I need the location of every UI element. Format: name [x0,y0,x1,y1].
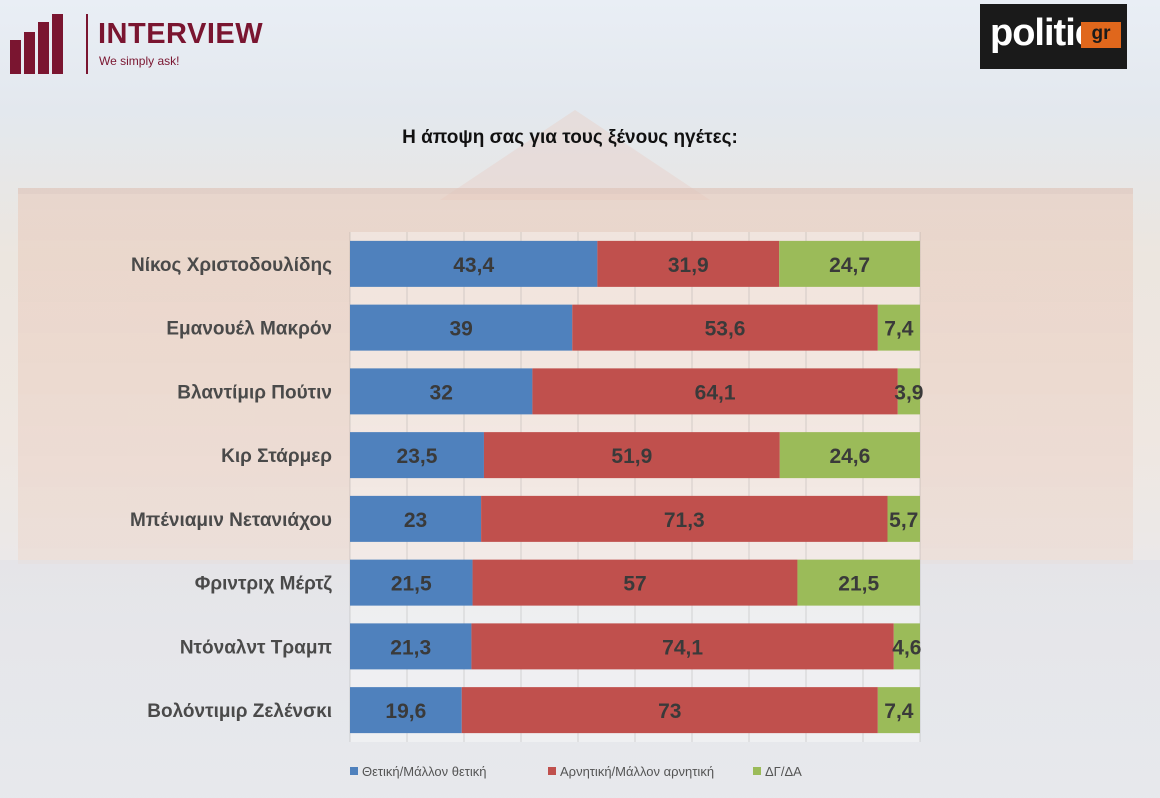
category-label: Εμανουέλ Μακρόν [166,319,332,340]
data-label: 23 [404,509,427,532]
bar-segment [597,240,780,287]
bar-segment [483,432,780,479]
bar-segment [532,368,898,415]
legend-entry: Αρνητική/Μάλλον αρνητική [560,764,714,779]
bar-segment [350,368,533,415]
bar-segment [350,623,472,670]
category-label: Φριντριχ Μέρτζ [195,574,333,595]
data-label: 39 [449,318,472,341]
politic-logo-suffix: gr [1081,22,1121,48]
category-label: Νίκος Χριστοδουλίδης [131,255,332,276]
bar-segment [481,495,888,542]
brand-name: INTERVIEW [98,18,264,50]
category-label: Βολόντιμιρ Ζελένσκι [147,701,332,722]
data-label: 21,5 [838,573,879,596]
legend-entry: Θετική/Μάλλον θετική [362,764,487,779]
bar-segment [779,240,920,287]
bar-segment [877,687,920,734]
bar-segment [350,304,573,351]
data-label: 23,5 [397,445,438,468]
category-label: Βλαντίμιρ Πούτιν [177,382,332,403]
bar-segment [797,559,920,606]
data-label: 5,7 [889,509,918,532]
data-label: 31,9 [668,254,709,277]
data-label: 7,4 [884,700,914,723]
legend-entry: ΔΓ/ΔΑ [765,764,802,779]
bar-segment [350,687,462,734]
bar-segment [472,559,798,606]
data-label: 73 [658,700,681,723]
bar-segment [461,687,878,734]
bar-segment [893,623,920,670]
data-label: 51,9 [611,445,652,468]
legend-swatch [350,767,358,775]
data-label: 64,1 [695,381,736,404]
bar-segment [779,432,920,479]
data-label: 4,6 [892,636,921,659]
logo-divider [86,14,88,74]
bar-segment [350,432,484,479]
category-label: Μπένιαμιν Νετανιάχου [130,510,332,531]
data-label: 19,6 [385,700,426,723]
data-label: 57 [623,573,646,596]
data-label: 32 [430,381,453,404]
brand-tagline: We simply ask! [99,54,180,68]
bar-segment [471,623,894,670]
chart-title: Η άποψη σας για τους ξένους ηγέτες: [402,127,738,148]
interview-logo: INTERVIEW We simply ask! [10,12,280,76]
data-label: 74,1 [662,636,703,659]
bar-segment [350,240,598,287]
bar-segment [877,304,920,351]
bar-segment [350,495,482,542]
bar-segment [887,495,920,542]
category-label: Ντόναλντ Τραμπ [180,637,333,658]
legend-swatch [548,767,556,775]
bar-segment [897,368,920,415]
bar-segment [350,559,473,606]
bar-segment [572,304,878,351]
politic-logo: politic gr [980,4,1127,69]
data-label: 71,3 [664,509,705,532]
data-label: 3,9 [894,381,923,404]
legend-swatch [753,767,761,775]
data-label: 24,6 [829,445,870,468]
data-label: 21,3 [390,636,431,659]
category-label: Κιρ Στάρμερ [221,446,332,467]
data-label: 7,4 [884,318,914,341]
interview-logo-bars-icon [10,12,76,74]
data-label: 24,7 [829,254,870,277]
data-label: 53,6 [705,318,746,341]
data-label: 43,4 [453,254,494,277]
politic-logo-word: politic [990,12,1096,54]
data-label: 21,5 [391,573,432,596]
